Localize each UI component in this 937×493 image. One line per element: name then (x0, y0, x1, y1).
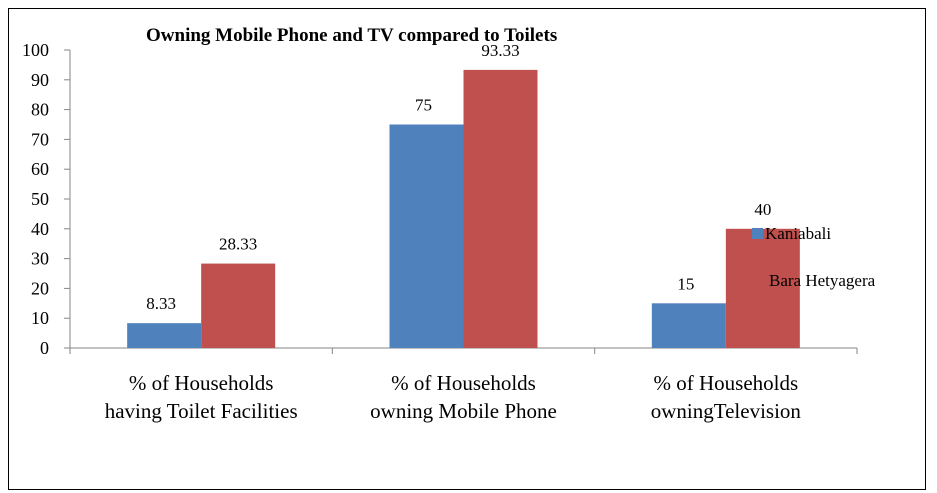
data-label: 93.33 (481, 41, 519, 60)
data-label: 15 (677, 274, 694, 293)
data-label: 8.33 (146, 294, 176, 313)
data-label: 40 (754, 200, 771, 219)
x-category-label: owningTelevision (651, 399, 802, 423)
y-tick-label: 50 (31, 189, 49, 209)
bar (201, 263, 276, 348)
y-tick-label: 70 (31, 129, 49, 149)
legend-label: Kaniabali (765, 224, 831, 243)
x-category-label: owning Mobile Phone (370, 399, 557, 423)
x-category-label: having Toilet Facilities (105, 399, 298, 423)
axes: 0 10 20 30 40 50 60 70 80 90 100 % of Households hav… (22, 40, 858, 423)
bar (463, 69, 538, 349)
y-tick-label: 10 (31, 308, 49, 328)
y-tick-label: 90 (31, 70, 49, 90)
legend-swatch (752, 228, 763, 239)
data-label: 28.33 (219, 235, 257, 254)
y-tick-label: 60 (31, 159, 49, 179)
bar (725, 228, 800, 348)
y-tick-label: 80 (31, 100, 49, 120)
legend-label: Bara Hetyagera (769, 271, 876, 290)
bar (127, 323, 202, 348)
bar (389, 124, 464, 348)
chart-title: Owning Mobile Phone and TV compared to T… (146, 25, 557, 46)
legend: Kaniabali Bara Hetyagera (752, 224, 876, 290)
y-tick-label: 40 (31, 219, 49, 239)
bars (127, 69, 800, 349)
y-tick-label: 20 (31, 278, 49, 298)
x-category-label: % of Households (654, 371, 799, 395)
y-tick-label: 100 (22, 40, 49, 60)
y-tick-label: 0 (40, 338, 49, 358)
data-label: 75 (415, 96, 432, 115)
x-category-label: % of Households (391, 371, 536, 395)
data-labels: 8.33 75 15 28.33 93.33 40 (146, 41, 771, 313)
y-tick-label: 30 (31, 249, 49, 269)
x-category-label: % of Households (129, 371, 274, 395)
bar (651, 303, 726, 348)
